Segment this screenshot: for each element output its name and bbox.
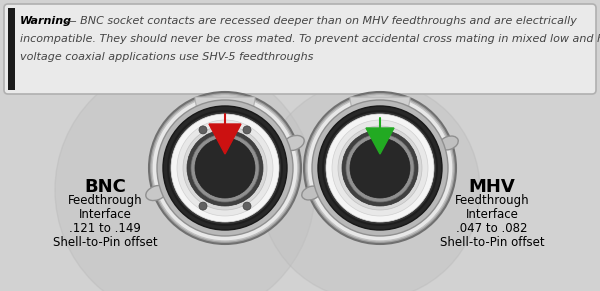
Wedge shape bbox=[350, 97, 410, 127]
Circle shape bbox=[152, 95, 298, 241]
Circle shape bbox=[157, 100, 293, 236]
Text: — BNC socket contacts are recessed deeper than on MHV feedthroughs and are elect: — BNC socket contacts are recessed deepe… bbox=[62, 16, 577, 26]
Wedge shape bbox=[195, 97, 255, 127]
Ellipse shape bbox=[439, 136, 458, 150]
Circle shape bbox=[322, 110, 438, 226]
Circle shape bbox=[199, 126, 207, 134]
Circle shape bbox=[324, 112, 436, 224]
Ellipse shape bbox=[302, 186, 321, 200]
Circle shape bbox=[167, 110, 283, 226]
Circle shape bbox=[260, 80, 480, 291]
Circle shape bbox=[187, 130, 263, 206]
Text: incompatible. They should never be cross mated. To prevent accidental cross mati: incompatible. They should never be cross… bbox=[20, 34, 600, 44]
Circle shape bbox=[163, 106, 287, 230]
Circle shape bbox=[149, 92, 301, 244]
Circle shape bbox=[199, 202, 207, 210]
Circle shape bbox=[195, 138, 255, 198]
Text: Feedthrough: Feedthrough bbox=[455, 194, 529, 207]
Circle shape bbox=[346, 134, 414, 202]
Circle shape bbox=[312, 100, 448, 236]
Circle shape bbox=[307, 95, 453, 241]
Circle shape bbox=[171, 114, 279, 222]
Text: Warning: Warning bbox=[20, 16, 72, 26]
Circle shape bbox=[191, 134, 259, 202]
Bar bbox=[8, 8, 15, 90]
Circle shape bbox=[177, 120, 273, 216]
Circle shape bbox=[304, 92, 456, 244]
Text: .121 to .149: .121 to .149 bbox=[69, 222, 141, 235]
Text: BNC: BNC bbox=[84, 178, 126, 196]
Polygon shape bbox=[366, 128, 394, 154]
Circle shape bbox=[243, 126, 251, 134]
Circle shape bbox=[243, 202, 251, 210]
Circle shape bbox=[350, 138, 410, 198]
Circle shape bbox=[318, 106, 442, 230]
FancyBboxPatch shape bbox=[4, 4, 596, 94]
Text: Interface: Interface bbox=[466, 208, 518, 221]
Circle shape bbox=[342, 130, 418, 206]
Ellipse shape bbox=[146, 185, 167, 200]
Text: Feedthrough: Feedthrough bbox=[68, 194, 142, 207]
Text: MHV: MHV bbox=[469, 178, 515, 196]
Circle shape bbox=[326, 114, 434, 222]
Text: Shell-to-Pin offset: Shell-to-Pin offset bbox=[53, 236, 157, 249]
Ellipse shape bbox=[283, 135, 304, 151]
Polygon shape bbox=[209, 124, 241, 154]
Text: Shell-to-Pin offset: Shell-to-Pin offset bbox=[440, 236, 544, 249]
Text: Interface: Interface bbox=[79, 208, 131, 221]
Circle shape bbox=[55, 60, 315, 291]
Text: voltage coaxial applications use SHV-5 feedthroughs: voltage coaxial applications use SHV-5 f… bbox=[20, 52, 313, 62]
Circle shape bbox=[338, 126, 422, 210]
Text: .047 to .082: .047 to .082 bbox=[456, 222, 528, 235]
Circle shape bbox=[169, 112, 281, 224]
Circle shape bbox=[183, 126, 267, 210]
Circle shape bbox=[332, 120, 428, 216]
